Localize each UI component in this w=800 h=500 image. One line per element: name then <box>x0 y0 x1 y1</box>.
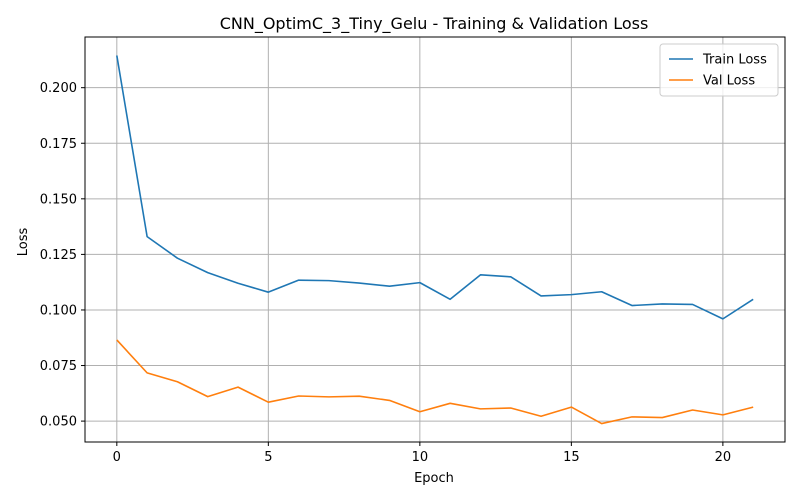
legend-label-val-loss: Val Loss <box>703 74 755 89</box>
x-tick-label: 10 <box>412 450 429 465</box>
grid <box>85 37 785 442</box>
x-axis-label: Epoch <box>414 471 454 486</box>
y-tick-label: 0.175 <box>40 137 77 152</box>
series-layer <box>116 55 754 425</box>
chart-title: CNN_OptimC_3_Tiny_Gelu - Training & Vali… <box>220 14 649 34</box>
train-loss-line <box>116 55 754 320</box>
y-tick-label: 0.150 <box>40 192 77 207</box>
y-tick-label: 0.050 <box>40 415 77 430</box>
legend-box <box>659 43 779 97</box>
legend: Train Loss Val Loss <box>659 43 779 97</box>
x-tick-label: 0 <box>113 450 121 465</box>
y-tick-label: 0.200 <box>40 81 77 96</box>
val-loss-line <box>116 339 754 425</box>
y-tick-label: 0.100 <box>40 303 77 318</box>
x-tick-label: 20 <box>715 450 732 465</box>
legend-label-train-loss: Train Loss <box>702 53 767 68</box>
ticks: 0 5 10 15 20 0.050 0.075 0.100 0.125 0.150 0.175 0.… <box>40 81 731 465</box>
x-tick-label: 5 <box>264 450 272 465</box>
y-tick-label: 0.125 <box>40 248 77 263</box>
y-tick-label: 0.075 <box>40 359 77 374</box>
x-tick-label: 15 <box>563 450 580 465</box>
y-axis-label: Loss <box>16 228 31 257</box>
plot-frame <box>84 36 786 443</box>
